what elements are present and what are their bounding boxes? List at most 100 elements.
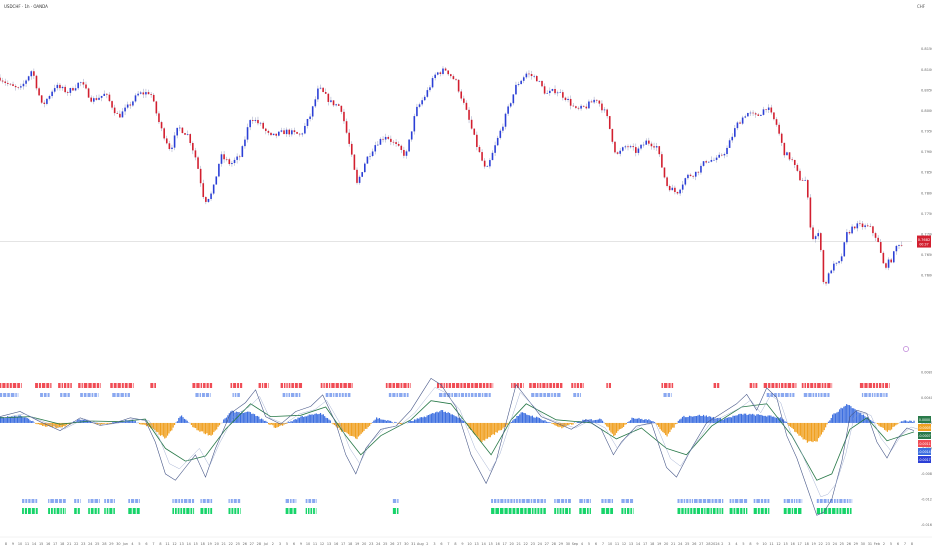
candle-body <box>726 147 728 155</box>
candle-body <box>306 118 309 126</box>
histogram-bar <box>533 417 535 423</box>
candle-body <box>627 146 629 148</box>
band-green-mark <box>621 508 624 514</box>
histogram-bar <box>614 422 616 436</box>
band-red-mark <box>258 383 261 388</box>
band-blue-mark <box>667 393 671 397</box>
value-badge-label: -0.0017 <box>918 458 930 462</box>
histogram-bar <box>690 416 692 423</box>
band-blue-low-mark <box>721 499 724 503</box>
candle-body <box>721 154 723 156</box>
band-blue-low-mark <box>819 499 823 503</box>
band-green-mark <box>186 508 190 514</box>
histogram-bar <box>290 421 292 423</box>
time-tick-label: 15 <box>488 542 492 546</box>
alert-marker-icon <box>903 346 909 352</box>
histogram-bar <box>179 416 181 423</box>
histogram-bar <box>702 414 705 423</box>
time-tick-label: 30 <box>861 542 865 546</box>
candle-body <box>825 282 827 284</box>
time-tick-label: 28 <box>257 542 261 546</box>
histogram-bar <box>803 422 806 440</box>
band-red-mark <box>552 383 556 388</box>
time-tick-label: 22 <box>229 542 233 546</box>
band-blue-low-mark <box>513 499 516 503</box>
histogram-bar <box>311 414 313 423</box>
band-green-mark <box>113 508 115 514</box>
candle-body <box>538 81 541 82</box>
histogram-bar <box>199 422 201 432</box>
band-green-mark <box>582 508 586 514</box>
band-green-mark <box>237 508 240 514</box>
histogram-bar <box>275 422 277 428</box>
candle-body <box>838 261 840 263</box>
candle-body <box>275 133 278 136</box>
band-blue-mark <box>460 393 465 397</box>
histogram-bar <box>547 421 549 423</box>
candle-body <box>783 142 786 156</box>
time-tick-label: 9 <box>756 542 758 546</box>
band-red-mark <box>320 383 323 388</box>
candle-body <box>861 223 864 228</box>
histogram-bar <box>752 413 754 423</box>
band-green-mark <box>53 508 56 514</box>
candle-body <box>317 88 319 100</box>
band-blue-mark <box>403 393 406 397</box>
histogram-bar <box>826 422 828 425</box>
candle-body <box>486 166 489 167</box>
candle-body <box>817 233 820 237</box>
band-green-mark <box>704 508 706 514</box>
band-blue-low-mark <box>533 499 536 503</box>
time-tick-label: 30 <box>566 542 570 546</box>
candle-body <box>715 157 718 160</box>
indicator-tick-label: 0.0040 <box>921 396 932 400</box>
band-blue-low-mark <box>839 499 843 503</box>
histogram-bar <box>349 422 351 436</box>
histogram-bar <box>14 415 16 423</box>
time-tick-label: 23 <box>81 542 85 546</box>
histogram-bar <box>484 422 486 441</box>
band-red-mark <box>556 383 559 388</box>
histogram-bar <box>646 420 649 423</box>
band-blue-low-mark <box>25 499 28 503</box>
histogram-bar <box>456 416 458 423</box>
candle-body <box>178 127 181 129</box>
histogram-bar <box>895 422 897 426</box>
histogram-bar <box>599 418 601 423</box>
band-blue-low-mark <box>783 499 786 503</box>
band-red-mark <box>110 383 113 388</box>
candle-body <box>556 92 559 94</box>
band-green-mark <box>630 508 632 514</box>
histogram-bar <box>57 422 59 428</box>
histogram-bar <box>855 410 858 423</box>
band-blue-mark <box>288 393 291 397</box>
candle-body <box>408 139 410 152</box>
band-blue-mark <box>531 393 535 397</box>
band-green-mark <box>504 508 508 514</box>
band-blue-low-mark <box>760 499 764 503</box>
histogram-bar <box>158 422 160 435</box>
band-red-mark <box>492 383 494 388</box>
candle-body <box>765 109 767 110</box>
histogram-bar <box>886 422 888 432</box>
candle-body <box>614 141 616 153</box>
histogram-bar <box>345 422 347 433</box>
band-red-mark <box>559 383 563 388</box>
time-tick-label: 19 <box>355 542 359 546</box>
band-green-mark <box>392 508 396 514</box>
time-tick-label: 13 <box>629 542 633 546</box>
histogram-bar <box>731 417 733 423</box>
histogram-bar <box>224 418 226 423</box>
histogram-bar <box>761 415 764 423</box>
histogram-bar <box>237 412 239 423</box>
candle-body <box>384 136 387 140</box>
candle-body <box>220 154 223 164</box>
histogram-bar <box>343 422 345 432</box>
band-blue-low-mark <box>295 499 297 503</box>
histogram-bar <box>594 419 597 423</box>
candle-body <box>43 102 46 104</box>
candle-body <box>392 141 395 143</box>
candle-body <box>809 197 812 228</box>
